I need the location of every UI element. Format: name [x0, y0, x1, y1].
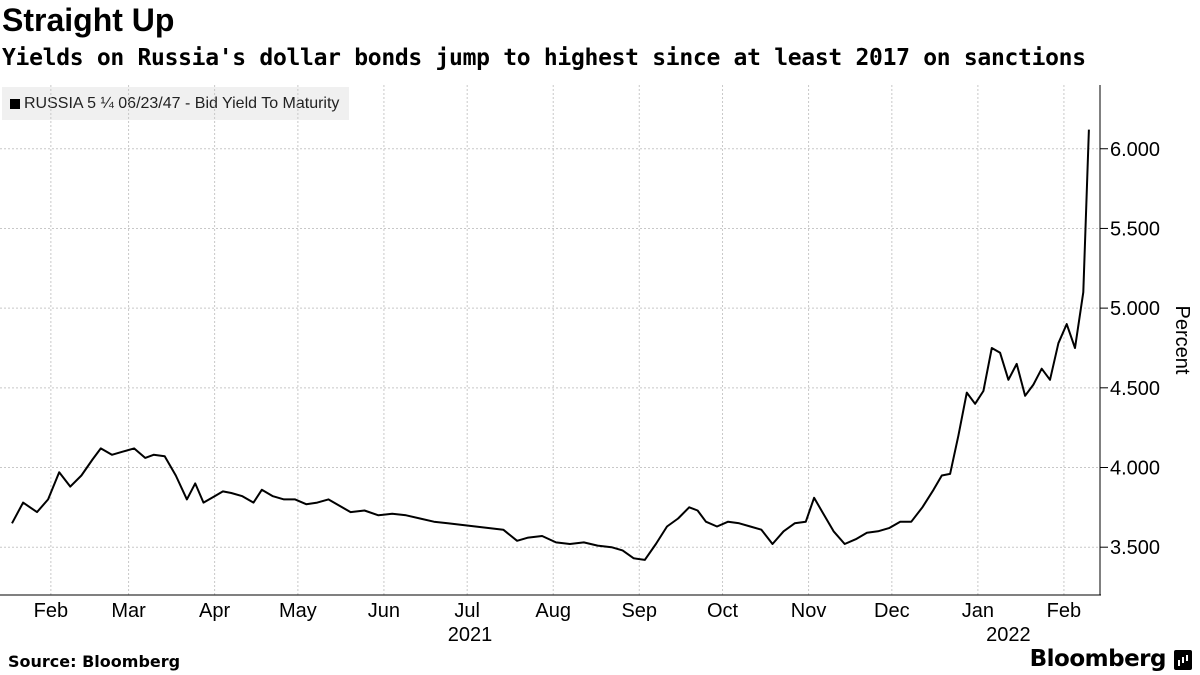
series-line: [11, 129, 1090, 561]
y-tick-label: 5.000: [1110, 298, 1160, 320]
grid-lines: [0, 85, 1100, 595]
x-year-label: 2022: [986, 624, 1031, 646]
x-tick-label: Dec: [874, 600, 910, 622]
y-tick-label: 4.500: [1110, 378, 1160, 400]
x-tick-label: Sep: [621, 600, 657, 622]
legend-series-label: RUSSIA 5 ¼ 06/23/47 - Bid Yield To Matur…: [24, 94, 340, 112]
tick-labels: 3.500 4.000 4.500 5.000 5.500 6.000 Feb Mar Apr M…: [34, 139, 1160, 646]
x-tick-label: Jul: [454, 600, 480, 622]
y-tick-label: 4.000: [1110, 458, 1160, 480]
chart-legend: RUSSIA 5 ¼ 06/23/47 - Bid Yield To Matur…: [2, 87, 350, 120]
x-tick-label: May: [279, 600, 317, 622]
axes: [0, 85, 1108, 596]
x-tick-label: Nov: [791, 600, 827, 622]
x-tick-label: Oct: [707, 600, 739, 622]
legend-swatch: [10, 98, 20, 109]
x-tick-label: Jun: [368, 600, 400, 622]
bloomberg-terminal-icon: [1174, 650, 1192, 670]
chart-subtitle: Yields on Russia's dollar bonds jump to …: [2, 45, 1086, 71]
x-tick-label: Mar: [111, 600, 146, 622]
x-tick-label: Aug: [535, 600, 571, 622]
y-tick-label: 3.500: [1110, 537, 1160, 559]
source-note: Source: Bloomberg: [8, 652, 181, 671]
y-axis-label: Percent: [1171, 306, 1193, 375]
x-tick-label: Feb: [34, 600, 68, 622]
chart-title: Straight Up: [2, 2, 175, 38]
bloomberg-logo: Bloomberg: [1029, 646, 1167, 672]
x-tick-label: Feb: [1047, 600, 1081, 622]
x-tick-label: Apr: [199, 600, 230, 622]
x-year-label: 2021: [448, 624, 493, 646]
y-tick-label: 6.000: [1110, 139, 1160, 161]
x-tick-label: Jan: [962, 600, 994, 622]
series-lines: [11, 129, 1090, 561]
y-tick-label: 5.500: [1110, 218, 1160, 240]
